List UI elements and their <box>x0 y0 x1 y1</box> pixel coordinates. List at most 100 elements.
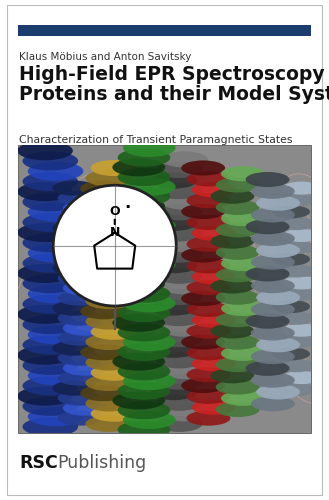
Ellipse shape <box>123 178 176 196</box>
Ellipse shape <box>277 312 315 325</box>
Ellipse shape <box>58 350 102 366</box>
Ellipse shape <box>123 294 176 312</box>
Ellipse shape <box>52 220 96 236</box>
Circle shape <box>53 185 176 306</box>
Ellipse shape <box>22 274 78 293</box>
Ellipse shape <box>272 252 310 266</box>
Ellipse shape <box>118 246 170 264</box>
Ellipse shape <box>123 333 176 351</box>
Ellipse shape <box>28 407 83 426</box>
Ellipse shape <box>22 172 78 191</box>
Ellipse shape <box>123 139 176 157</box>
Ellipse shape <box>63 320 107 336</box>
Ellipse shape <box>91 201 138 217</box>
Ellipse shape <box>118 207 170 225</box>
Ellipse shape <box>113 352 165 370</box>
Ellipse shape <box>22 315 78 334</box>
Ellipse shape <box>86 354 132 370</box>
Ellipse shape <box>272 206 310 218</box>
Ellipse shape <box>216 312 260 327</box>
Ellipse shape <box>161 405 208 421</box>
Ellipse shape <box>283 229 320 242</box>
Ellipse shape <box>123 216 176 234</box>
Ellipse shape <box>221 301 265 316</box>
Ellipse shape <box>52 260 96 276</box>
Text: Klaus Möbius and Anton Savitsky: Klaus Möbius and Anton Savitsky <box>19 52 191 62</box>
Bar <box>18 25 311 36</box>
Ellipse shape <box>256 337 300 352</box>
Ellipse shape <box>216 357 260 372</box>
Ellipse shape <box>58 290 102 306</box>
Ellipse shape <box>22 356 78 375</box>
Ellipse shape <box>272 300 310 313</box>
Ellipse shape <box>251 208 295 222</box>
Ellipse shape <box>283 182 320 194</box>
Ellipse shape <box>251 184 295 199</box>
Ellipse shape <box>58 390 102 406</box>
Ellipse shape <box>63 200 107 216</box>
Ellipse shape <box>22 152 78 171</box>
Ellipse shape <box>251 278 295 293</box>
Ellipse shape <box>246 314 290 328</box>
Ellipse shape <box>181 378 225 393</box>
Ellipse shape <box>28 325 83 344</box>
Ellipse shape <box>283 371 320 384</box>
Bar <box>18 145 311 432</box>
Ellipse shape <box>58 330 102 345</box>
Ellipse shape <box>113 275 165 293</box>
Ellipse shape <box>63 280 107 295</box>
Ellipse shape <box>118 188 170 206</box>
Ellipse shape <box>251 326 295 340</box>
Ellipse shape <box>187 172 230 186</box>
Ellipse shape <box>58 210 102 226</box>
Ellipse shape <box>156 331 203 347</box>
Ellipse shape <box>17 386 73 406</box>
Ellipse shape <box>181 160 225 176</box>
Ellipse shape <box>118 362 170 380</box>
Ellipse shape <box>211 324 254 338</box>
Ellipse shape <box>86 272 132 288</box>
Ellipse shape <box>86 190 132 207</box>
Ellipse shape <box>256 196 300 210</box>
Ellipse shape <box>63 400 107 415</box>
Ellipse shape <box>277 383 315 396</box>
Ellipse shape <box>216 290 260 305</box>
Ellipse shape <box>123 256 176 274</box>
Ellipse shape <box>91 242 138 258</box>
Ellipse shape <box>187 346 230 360</box>
Ellipse shape <box>156 310 203 326</box>
Ellipse shape <box>63 240 107 256</box>
Ellipse shape <box>277 359 315 372</box>
Ellipse shape <box>118 324 170 342</box>
Ellipse shape <box>216 200 260 215</box>
Ellipse shape <box>277 217 315 230</box>
Text: RSC: RSC <box>19 454 58 472</box>
Ellipse shape <box>251 254 295 270</box>
Ellipse shape <box>86 211 132 227</box>
Ellipse shape <box>216 334 260 349</box>
Ellipse shape <box>221 390 265 406</box>
Ellipse shape <box>283 276 320 289</box>
Ellipse shape <box>91 364 138 381</box>
Ellipse shape <box>161 194 208 210</box>
Ellipse shape <box>86 314 132 330</box>
Ellipse shape <box>118 148 170 166</box>
Ellipse shape <box>277 288 315 301</box>
Ellipse shape <box>80 303 127 320</box>
Ellipse shape <box>272 348 310 360</box>
Ellipse shape <box>118 168 170 186</box>
Ellipse shape <box>22 376 78 396</box>
Ellipse shape <box>86 232 132 248</box>
Ellipse shape <box>192 312 236 328</box>
Ellipse shape <box>187 324 230 338</box>
Ellipse shape <box>156 226 203 242</box>
Ellipse shape <box>246 361 290 376</box>
Ellipse shape <box>58 270 102 285</box>
Ellipse shape <box>22 417 78 436</box>
Ellipse shape <box>256 243 300 258</box>
Ellipse shape <box>22 396 78 416</box>
Ellipse shape <box>150 342 197 358</box>
Ellipse shape <box>22 212 78 232</box>
Ellipse shape <box>156 183 203 199</box>
Ellipse shape <box>251 231 295 246</box>
